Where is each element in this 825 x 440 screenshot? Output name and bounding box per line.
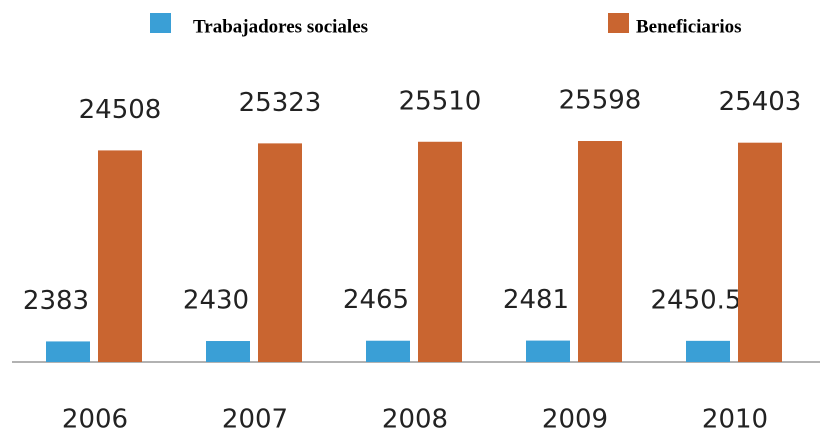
- bar: [366, 340, 410, 362]
- data-label: 2465: [343, 285, 409, 315]
- bar: [738, 142, 782, 362]
- x-tick-label: 2007: [222, 405, 288, 435]
- data-label: 25598: [559, 86, 642, 116]
- bar: [258, 143, 302, 362]
- data-label: 25403: [719, 87, 802, 117]
- legend-label: Trabajadores sociales: [193, 16, 368, 37]
- data-label: 2450.5: [651, 285, 742, 315]
- bar: [578, 141, 622, 362]
- legend-swatch: [150, 13, 171, 33]
- bar: [98, 150, 142, 362]
- bar: [526, 340, 570, 362]
- data-label: 25323: [239, 88, 322, 118]
- x-tick-label: 2010: [702, 405, 768, 435]
- bar: [686, 340, 730, 362]
- data-label: 2481: [503, 285, 569, 315]
- data-label: 2383: [23, 286, 89, 316]
- bar: [418, 141, 462, 362]
- x-tick-label: 2009: [542, 405, 608, 435]
- data-label: 24508: [79, 95, 162, 125]
- legend-label: Beneficiarios: [636, 16, 742, 37]
- bar: [46, 341, 90, 362]
- x-tick-label: 2008: [382, 405, 448, 435]
- legend-swatch: [608, 13, 629, 33]
- bar: [206, 341, 250, 362]
- data-label: 2430: [183, 286, 249, 316]
- x-tick-label: 2006: [62, 405, 128, 435]
- data-label: 25510: [399, 86, 482, 116]
